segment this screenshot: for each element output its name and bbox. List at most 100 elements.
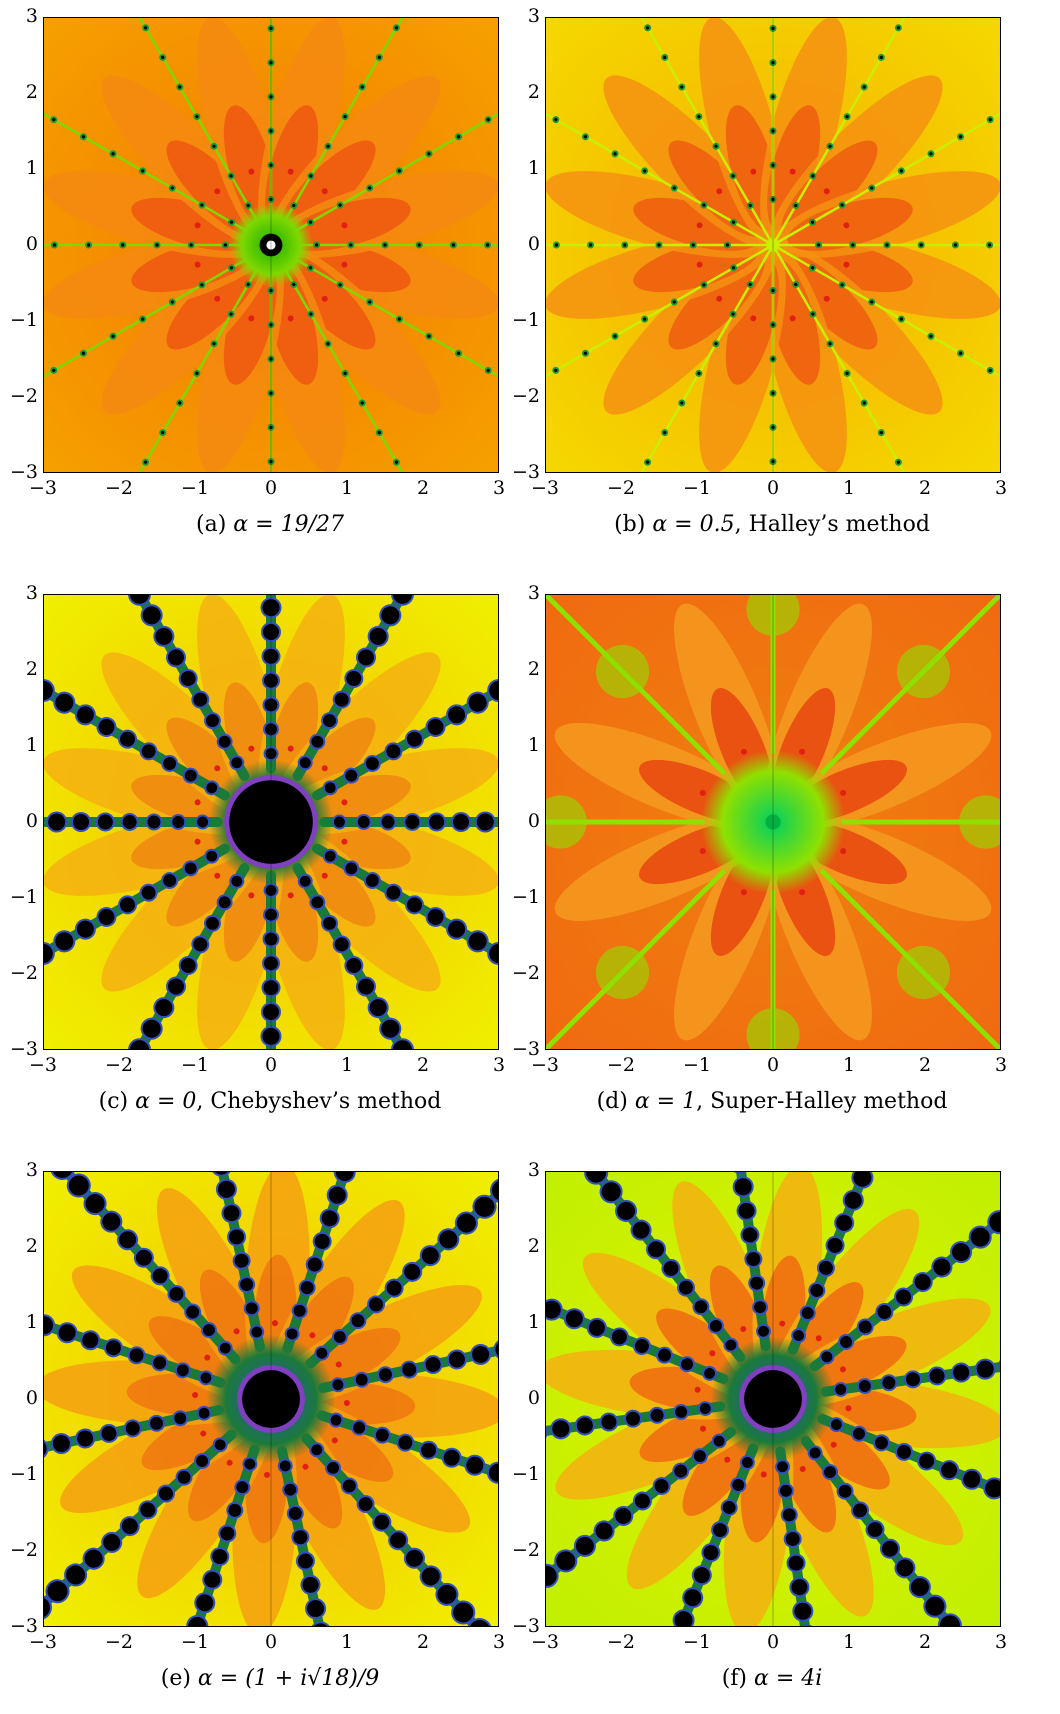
x-tick-label: 0 (251, 1633, 291, 1652)
y-tick-label: 0 (4, 812, 38, 831)
x-tick-label: −3 (23, 1633, 63, 1652)
plot-frame (43, 17, 499, 473)
y-tick-label: 2 (506, 1237, 540, 1256)
caption-alpha: α = 0 (135, 1089, 196, 1114)
y-tick-label: 2 (506, 83, 540, 102)
x-tick-label: −1 (175, 1056, 215, 1075)
y-tick-label: 3 (4, 1161, 38, 1180)
y-tick-label: 1 (506, 159, 540, 178)
panel-caption: (a) α = 19/27 (0, 512, 540, 537)
y-tick-label: 1 (506, 736, 540, 755)
plot-frame (545, 1171, 1001, 1627)
caption-method: , Halley’s method (735, 512, 930, 537)
x-tick-label: −2 (601, 1056, 641, 1075)
caption-alpha: α = 4i (754, 1666, 822, 1691)
x-tick-label: −3 (525, 1633, 565, 1652)
y-tick-label: 0 (506, 1389, 540, 1408)
y-tick-label: 3 (506, 7, 540, 26)
caption-method: , Super-Halley method (696, 1089, 947, 1114)
plot-frame (545, 594, 1001, 1050)
y-tick-label: 1 (4, 736, 38, 755)
x-tick-label: 2 (905, 1633, 945, 1652)
x-tick-label: 2 (403, 479, 443, 498)
y-tick-label: −2 (4, 1541, 38, 1560)
panel-caption: (d) α = 1, Super-Halley method (502, 1089, 1042, 1114)
x-tick-label: 2 (403, 1056, 443, 1075)
x-tick-label: −2 (601, 479, 641, 498)
y-tick-label: 1 (4, 1313, 38, 1332)
y-tick-label: −2 (506, 387, 540, 406)
caption-label: (c) (99, 1089, 129, 1114)
caption-alpha: α = (1 + i√18)/9 (198, 1666, 379, 1691)
y-tick-label: 3 (4, 584, 38, 603)
plot-frame (43, 594, 499, 1050)
y-tick-label: 3 (506, 1161, 540, 1180)
x-tick-label: 3 (981, 1056, 1021, 1075)
x-tick-label: 2 (905, 479, 945, 498)
x-tick-label: 1 (327, 479, 367, 498)
x-tick-label: 2 (905, 1056, 945, 1075)
x-tick-label: −1 (677, 479, 717, 498)
x-tick-label: −1 (175, 479, 215, 498)
x-tick-label: 0 (251, 479, 291, 498)
y-tick-label: −1 (506, 888, 540, 907)
x-tick-label: 0 (753, 1633, 793, 1652)
panel-caption: (f) α = 4i (502, 1666, 1042, 1691)
x-tick-label: 1 (327, 1056, 367, 1075)
caption-method: , Chebyshev’s method (196, 1089, 441, 1114)
panel-caption: (e) α = (1 + i√18)/9 (0, 1666, 540, 1691)
x-tick-label: 1 (327, 1633, 367, 1652)
x-tick-label: −2 (99, 1633, 139, 1652)
caption-label: (b) (614, 512, 645, 537)
y-tick-label: −2 (4, 964, 38, 983)
y-tick-label: 3 (4, 7, 38, 26)
y-tick-label: 2 (4, 660, 38, 679)
x-tick-label: −3 (525, 479, 565, 498)
y-tick-label: 0 (506, 812, 540, 831)
panel-caption: (b) α = 0.5, Halley’s method (502, 512, 1042, 537)
y-tick-label: 0 (506, 235, 540, 254)
x-tick-label: 3 (981, 1633, 1021, 1652)
x-tick-label: −3 (23, 479, 63, 498)
x-tick-label: −2 (99, 1056, 139, 1075)
y-tick-label: 2 (4, 83, 38, 102)
plot-frame (43, 1171, 499, 1627)
x-tick-label: 0 (753, 479, 793, 498)
x-tick-label: 2 (403, 1633, 443, 1652)
x-tick-label: −1 (677, 1056, 717, 1075)
caption-alpha: α = 0.5 (652, 512, 734, 537)
y-tick-label: −1 (4, 311, 38, 330)
x-tick-label: 1 (829, 1633, 869, 1652)
panel-caption: (c) α = 0, Chebyshev’s method (0, 1089, 540, 1114)
y-tick-label: 1 (506, 1313, 540, 1332)
caption-label: (a) (196, 512, 226, 537)
y-tick-label: 0 (4, 1389, 38, 1408)
caption-label: (e) (161, 1666, 191, 1691)
x-tick-label: −1 (677, 1633, 717, 1652)
caption-label: (d) (597, 1089, 628, 1114)
y-tick-label: 2 (4, 1237, 38, 1256)
y-tick-label: 0 (4, 235, 38, 254)
y-tick-label: 2 (506, 660, 540, 679)
x-tick-label: 0 (251, 1056, 291, 1075)
caption-alpha: α = 1 (635, 1089, 696, 1114)
y-tick-label: −2 (506, 964, 540, 983)
y-tick-label: −1 (4, 1465, 38, 1484)
caption-label: (f) (722, 1666, 747, 1691)
x-tick-label: −2 (99, 479, 139, 498)
x-tick-label: 3 (981, 479, 1021, 498)
x-tick-label: 1 (829, 479, 869, 498)
y-tick-label: −1 (4, 888, 38, 907)
caption-alpha: α = 19/27 (233, 512, 344, 537)
y-tick-label: −2 (506, 1541, 540, 1560)
x-tick-label: −2 (601, 1633, 641, 1652)
y-tick-label: −2 (4, 387, 38, 406)
y-tick-label: 1 (4, 159, 38, 178)
y-tick-label: −1 (506, 1465, 540, 1484)
x-tick-label: −3 (525, 1056, 565, 1075)
y-tick-label: −1 (506, 311, 540, 330)
